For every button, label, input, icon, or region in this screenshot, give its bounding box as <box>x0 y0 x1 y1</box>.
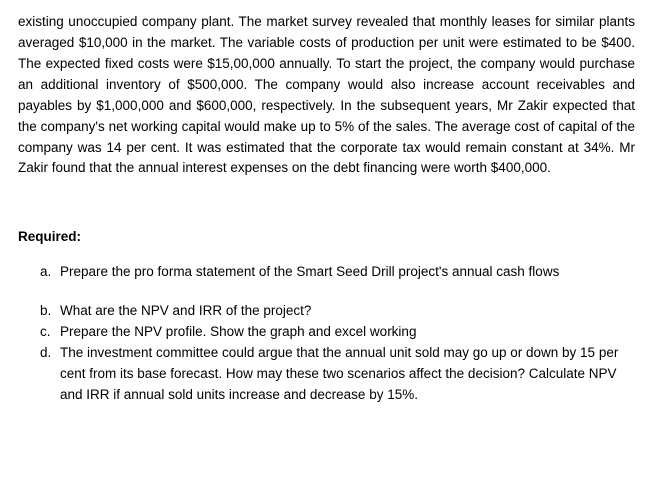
question-list: a. Prepare the pro forma statement of th… <box>18 262 635 406</box>
question-text-a: Prepare the pro forma statement of the S… <box>60 264 559 279</box>
question-c: c. Prepare the NPV profile. Show the gra… <box>40 322 635 343</box>
question-marker-d: d. <box>40 343 51 364</box>
question-b: b. What are the NPV and IRR of the proje… <box>40 301 635 322</box>
question-text-b: What are the NPV and IRR of the project? <box>60 303 311 318</box>
question-marker-b: b. <box>40 301 51 322</box>
question-marker-a: a. <box>40 262 51 283</box>
required-heading: Required: <box>18 229 635 244</box>
question-text-d: The investment committee could argue tha… <box>60 345 618 402</box>
question-marker-c: c. <box>40 322 51 343</box>
question-text-c: Prepare the NPV profile. Show the graph … <box>60 324 416 339</box>
question-a: a. Prepare the pro forma statement of th… <box>40 262 635 283</box>
question-d: d. The investment committee could argue … <box>40 343 635 406</box>
intro-paragraph: existing unoccupied company plant. The m… <box>18 12 635 179</box>
